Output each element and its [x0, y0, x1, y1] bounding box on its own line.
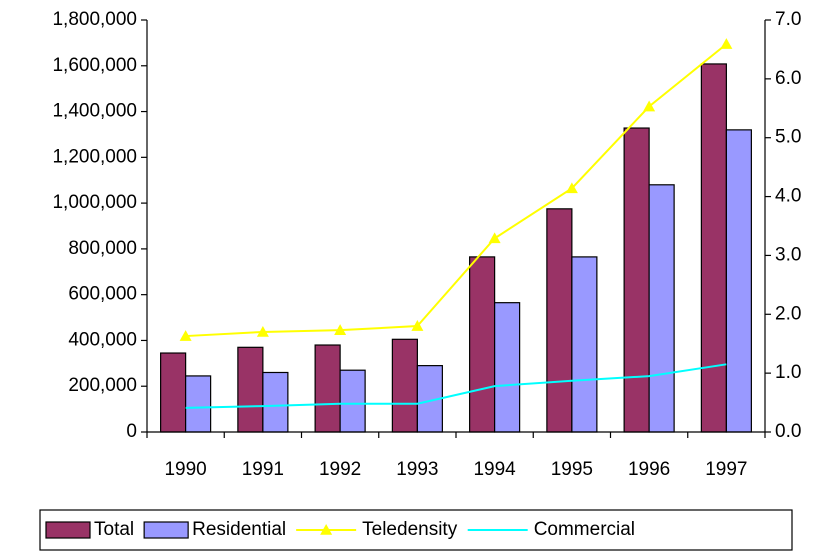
y-tick-label: 200,000 — [68, 375, 137, 396]
bar — [546, 208, 573, 433]
legend-swatch — [143, 521, 189, 539]
x-tick-label: 1990 — [164, 459, 206, 480]
bar — [185, 375, 212, 433]
bar — [648, 184, 675, 433]
line-marker — [256, 325, 269, 337]
x-tick-label: 1996 — [628, 459, 670, 480]
line-series — [185, 363, 727, 409]
line-marker — [179, 330, 192, 341]
x-tick-label: 1991 — [242, 459, 284, 480]
y2-tick-label: 2.0 — [775, 303, 801, 324]
bar — [391, 338, 418, 433]
y-tick-label: 400,000 — [68, 329, 137, 350]
y-tick-label: 1,000,000 — [52, 192, 137, 213]
y-tick-label: 1,400,000 — [52, 101, 137, 122]
y2-tick-label: 0.0 — [775, 421, 801, 442]
bar — [571, 256, 598, 433]
y2-tick-label: 1.0 — [775, 362, 801, 383]
legend-label: Teledensity — [362, 519, 458, 540]
y2-tick-label: 5.0 — [775, 127, 801, 148]
legend-label: Residential — [192, 519, 286, 540]
line-marker — [411, 320, 424, 331]
bar — [314, 344, 341, 433]
bar — [494, 302, 521, 433]
y-tick-label: 1,200,000 — [52, 146, 137, 167]
x-tick-label: 1992 — [319, 459, 361, 480]
x-tick-label: 1995 — [551, 459, 593, 480]
line-marker — [488, 232, 501, 244]
bar — [339, 369, 366, 433]
y-tick-label: 800,000 — [68, 238, 137, 259]
y2-tick-label: 7.0 — [775, 9, 801, 30]
y2-tick-label: 6.0 — [775, 68, 801, 89]
y-tick-label: 1,600,000 — [52, 55, 137, 76]
x-tick-label: 1993 — [396, 459, 438, 480]
bar — [700, 63, 727, 433]
legend-label: Total — [94, 519, 134, 540]
line-marker — [720, 38, 733, 49]
line-marker — [334, 324, 347, 335]
bar — [160, 352, 187, 433]
bar — [725, 129, 752, 433]
y-tick-label: 1,800,000 — [52, 9, 137, 30]
x-tick-label: 1997 — [705, 459, 747, 480]
y2-tick-label: 3.0 — [775, 244, 801, 265]
bar — [262, 371, 289, 433]
bar — [469, 256, 496, 433]
bar — [623, 127, 650, 433]
y-tick-label: 600,000 — [68, 284, 137, 305]
legend-label: Commercial — [534, 519, 635, 540]
y2-tick-label: 4.0 — [775, 186, 801, 207]
legend-marker — [320, 524, 333, 535]
bar — [237, 346, 264, 433]
line-series — [185, 43, 728, 338]
y-tick-label: 0 — [126, 421, 137, 442]
line-marker — [643, 100, 656, 112]
legend-swatch — [45, 521, 91, 539]
x-tick-label: 1994 — [473, 459, 516, 480]
line-marker — [565, 182, 578, 194]
